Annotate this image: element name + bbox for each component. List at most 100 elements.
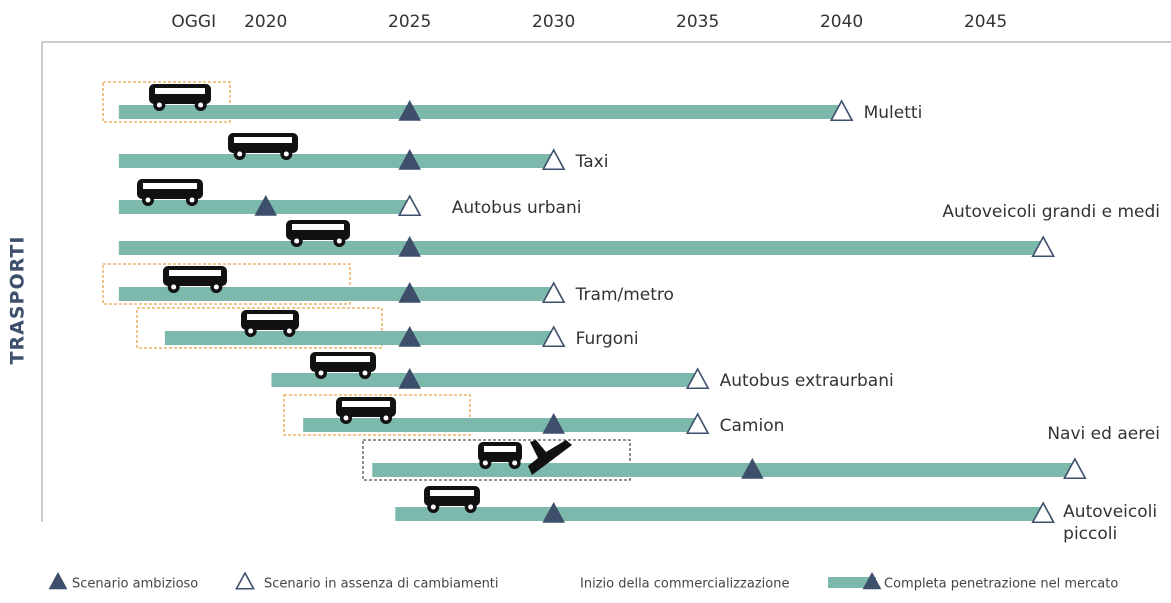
vehicle-hub: [468, 504, 474, 510]
vehicle-hub: [343, 415, 349, 421]
vehicle-window: [430, 490, 474, 496]
vehicle-hub: [482, 460, 488, 466]
vehicle-hub: [362, 370, 368, 376]
ambitious-marker: [398, 148, 421, 170]
vehicle-icon: [478, 442, 522, 469]
timeline-bar: [303, 418, 698, 432]
baseline-marker: [1063, 457, 1087, 480]
vehicle-icon: [163, 266, 227, 293]
legend-symbol: [828, 577, 876, 588]
vehicle-hub: [171, 284, 177, 290]
ambitious-marker: [398, 367, 421, 389]
timeline-bar: [395, 507, 1044, 521]
row-label: Navi ed aerei: [1047, 424, 1160, 444]
ambitious-marker: [398, 99, 421, 121]
vehicle-window: [484, 446, 516, 452]
baseline-marker: [685, 367, 710, 390]
plane-shape: [528, 440, 572, 475]
vehicle-window: [247, 314, 293, 320]
ambitious-marker: [741, 457, 764, 479]
highlight-box: [136, 307, 383, 349]
vehicle-icon: [286, 220, 350, 247]
vehicle-icon: [336, 397, 396, 424]
vehicle-icon: [137, 179, 203, 206]
vehicle-window: [342, 401, 390, 407]
highlight-box: [283, 394, 471, 436]
row-label: Autoveicoli piccoli: [1063, 502, 1158, 544]
vehicle-window: [292, 224, 344, 230]
x-tick-label: 2045: [964, 12, 1007, 32]
legend-label: Scenario ambizioso: [72, 577, 198, 592]
x-tick-label: 2025: [388, 12, 431, 32]
ambitious-marker: [542, 412, 565, 434]
x-tick-label: OGGI: [171, 12, 216, 32]
row-label: Taxi: [575, 152, 609, 172]
ambitious-marker: [542, 501, 565, 523]
row-label: Muletti: [864, 103, 923, 123]
baseline-marker: [1031, 235, 1055, 258]
baseline-marker: [541, 325, 566, 348]
baseline-marker: [829, 99, 854, 122]
vehicle-window: [169, 270, 221, 276]
ambitious-marker: [254, 194, 278, 216]
ambitious-marker: [398, 281, 421, 303]
vehicle-icon: [424, 486, 480, 513]
vehicle-icon: [149, 84, 211, 111]
legend-label: Inizio della commercializzazione: [580, 577, 789, 592]
vehicle-window: [143, 183, 197, 189]
vehicle-hub: [383, 415, 389, 421]
legend-label: Scenario in assenza di cambiamenti: [264, 577, 499, 592]
highlight-box: [102, 81, 231, 123]
row-label-box: Autoveicoli piccoli: [1063, 502, 1158, 544]
vehicle-hub: [294, 238, 300, 244]
row-label: Autoveicoli grandi e medi: [942, 202, 1160, 222]
vehicle-hub: [145, 197, 151, 203]
baseline-marker: [541, 281, 566, 304]
legend-symbol: [235, 571, 255, 590]
vehicle-icon: [241, 310, 299, 337]
row-label: Autobus extraurbani: [720, 371, 894, 391]
legend-symbol: [48, 571, 68, 590]
timeline-bar: [118, 241, 1044, 255]
vehicle-hub: [430, 504, 436, 510]
plane-icon: [528, 440, 572, 475]
x-tick-label: 2030: [532, 12, 575, 32]
vehicle-hub: [189, 197, 195, 203]
vehicle-icon: [310, 352, 376, 379]
vehicle-hub: [198, 102, 204, 108]
row-label: Furgoni: [576, 329, 639, 349]
vehicle-window: [234, 137, 292, 143]
vehicle-hub: [237, 151, 243, 157]
row-label: Camion: [720, 416, 785, 436]
highlight-box: [362, 439, 631, 481]
baseline-marker: [541, 148, 566, 171]
ambitious-marker: [398, 325, 421, 347]
legend-symbol: [862, 571, 882, 590]
timeline-bar: [118, 105, 842, 119]
timeline-bar: [118, 154, 554, 168]
baseline-marker: [397, 194, 422, 217]
axis-label: TRASPORTI: [7, 236, 29, 365]
vehicle-hub: [248, 328, 254, 334]
vehicle-icon: [228, 133, 298, 160]
x-tick-label: 2040: [820, 12, 863, 32]
timeline-bar: [164, 331, 554, 345]
timeline-bar: [118, 287, 554, 301]
ambitious-marker: [398, 235, 421, 257]
vehicle-window: [155, 88, 205, 94]
vehicle-hub: [286, 328, 292, 334]
highlight-box: [102, 263, 351, 305]
vehicle-hub: [213, 284, 219, 290]
timeline-bar: [271, 373, 698, 387]
timeline-bar: [372, 463, 1075, 477]
vehicle-hub: [156, 102, 162, 108]
vehicle-hub: [283, 151, 289, 157]
baseline-marker: [685, 412, 710, 435]
x-tick-label: 2020: [244, 12, 287, 32]
vehicle-hub: [318, 370, 324, 376]
row-label: Autobus urbani: [452, 198, 582, 218]
vehicle-hub: [512, 460, 518, 466]
vehicle-hub: [336, 238, 342, 244]
legend-label: Completa penetrazione nel mercato: [884, 577, 1118, 592]
